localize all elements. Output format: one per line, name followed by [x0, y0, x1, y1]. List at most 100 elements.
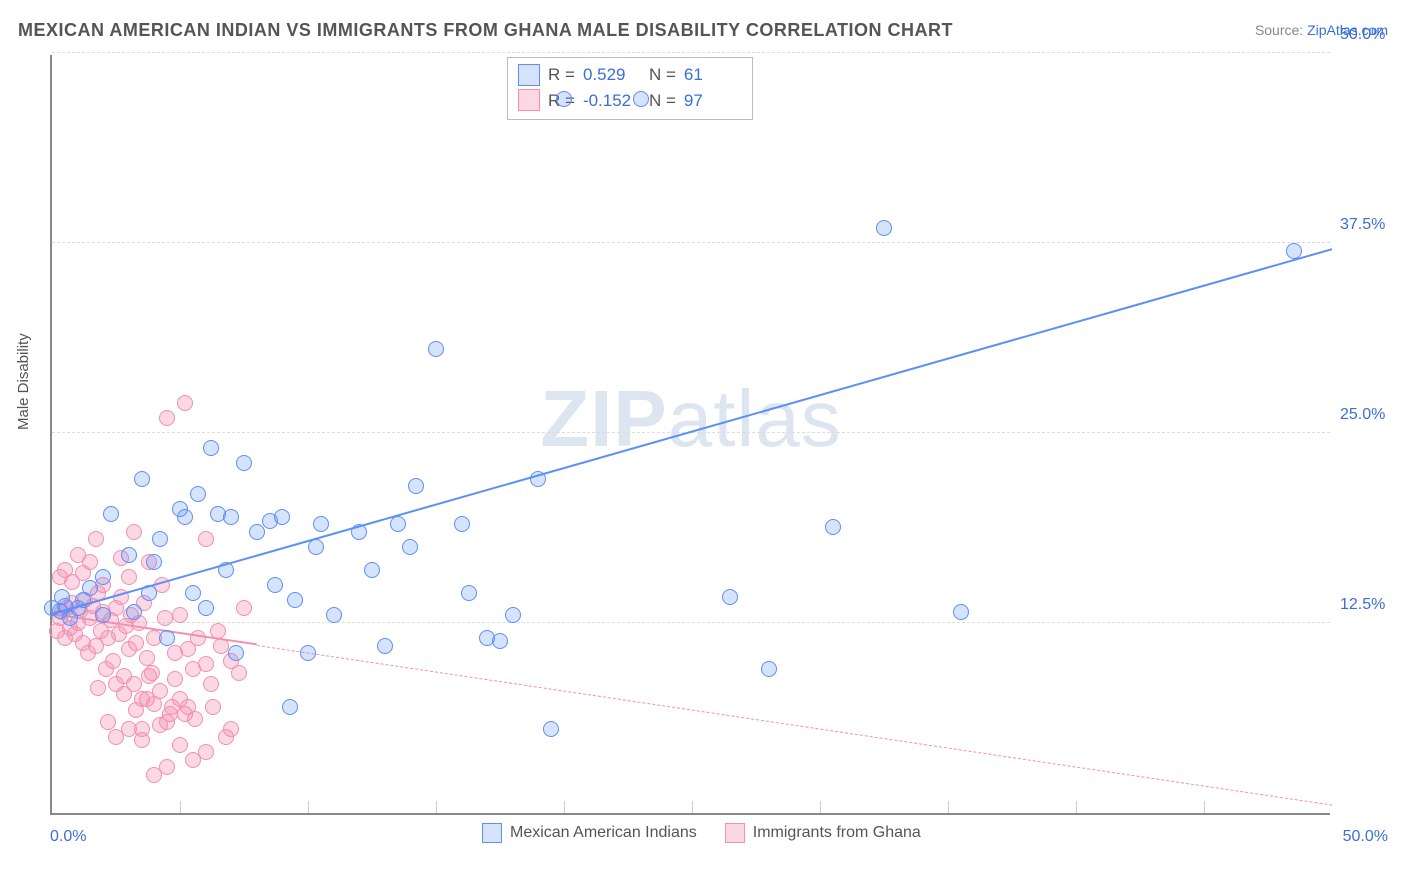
- data-point: [326, 607, 342, 623]
- y-tick-label: 12.5%: [1340, 596, 1400, 614]
- data-point: [82, 554, 98, 570]
- data-point: [177, 509, 193, 525]
- data-point: [105, 653, 121, 669]
- data-point: [198, 531, 214, 547]
- legend-item-0: Mexican American Indians: [482, 823, 697, 843]
- data-point: [126, 604, 142, 620]
- data-point: [146, 554, 162, 570]
- data-point: [228, 645, 244, 661]
- data-point: [203, 676, 219, 692]
- data-point: [492, 633, 508, 649]
- swatch-series-1: [518, 89, 540, 111]
- data-point: [408, 478, 424, 494]
- data-point: [203, 440, 219, 456]
- legend-label-0: Mexican American Indians: [510, 824, 697, 842]
- data-point: [722, 589, 738, 605]
- x-tick-0: 0.0%: [50, 828, 86, 846]
- data-point: [300, 645, 316, 661]
- data-point: [141, 668, 157, 684]
- x-minor-tick: [180, 801, 181, 813]
- data-point: [461, 585, 477, 601]
- data-point: [90, 680, 106, 696]
- data-point: [159, 410, 175, 426]
- y-tick-label: 37.5%: [1340, 216, 1400, 234]
- data-point: [198, 600, 214, 616]
- data-point: [152, 717, 168, 733]
- data-point: [95, 569, 111, 585]
- data-point: [876, 220, 892, 236]
- data-point: [134, 471, 150, 487]
- x-tick-1: 50.0%: [1343, 828, 1388, 846]
- data-point: [236, 455, 252, 471]
- data-point: [88, 531, 104, 547]
- data-point: [454, 516, 470, 532]
- legend-swatch-1: [725, 823, 745, 843]
- data-point: [402, 539, 418, 555]
- data-point: [95, 607, 111, 623]
- data-point: [177, 395, 193, 411]
- data-point: [103, 506, 119, 522]
- y-tick-label: 25.0%: [1340, 406, 1400, 424]
- legend-swatch-0: [482, 823, 502, 843]
- watermark: ZIPatlas: [540, 373, 841, 465]
- data-point: [190, 486, 206, 502]
- data-point: [121, 547, 137, 563]
- data-point: [231, 665, 247, 681]
- data-point: [953, 604, 969, 620]
- data-point: [134, 732, 150, 748]
- data-point: [167, 671, 183, 687]
- x-minor-tick: [1076, 801, 1077, 813]
- x-minor-tick: [564, 801, 565, 813]
- legend-item-1: Immigrants from Ghana: [725, 823, 921, 843]
- y-tick-label: 50.0%: [1340, 26, 1400, 44]
- data-point: [543, 721, 559, 737]
- x-minor-tick: [692, 801, 693, 813]
- data-point: [198, 656, 214, 672]
- data-point: [223, 721, 239, 737]
- gridline-h: [52, 622, 1330, 623]
- data-point: [825, 519, 841, 535]
- data-point: [364, 562, 380, 578]
- data-point: [205, 699, 221, 715]
- data-point: [1286, 243, 1302, 259]
- n-value-1: 97: [684, 88, 742, 114]
- data-point: [198, 744, 214, 760]
- x-minor-tick: [948, 801, 949, 813]
- data-point: [282, 699, 298, 715]
- data-point: [274, 509, 290, 525]
- gridline-h: [52, 52, 1330, 53]
- x-minor-tick: [308, 801, 309, 813]
- data-point: [54, 589, 70, 605]
- data-point: [172, 737, 188, 753]
- stats-row-1: R = -0.152 N = 97: [518, 88, 742, 114]
- data-point: [128, 635, 144, 651]
- data-point: [159, 759, 175, 775]
- data-point: [236, 600, 252, 616]
- data-point: [633, 91, 649, 107]
- n-label: N =: [649, 62, 676, 88]
- data-point: [139, 650, 155, 666]
- data-point: [267, 577, 283, 593]
- legend-label-1: Immigrants from Ghana: [753, 824, 921, 842]
- n-value-0: 61: [684, 62, 742, 88]
- data-point: [139, 691, 155, 707]
- data-point: [287, 592, 303, 608]
- stats-row-0: R = 0.529 N = 61: [518, 62, 742, 88]
- data-point: [177, 706, 193, 722]
- source-prefix: Source:: [1255, 22, 1307, 38]
- x-minor-tick: [1204, 801, 1205, 813]
- gridline-h: [52, 242, 1330, 243]
- chart-title: MEXICAN AMERICAN INDIAN VS IMMIGRANTS FR…: [18, 20, 953, 41]
- data-point: [185, 585, 201, 601]
- data-point: [157, 610, 173, 626]
- watermark-light: atlas: [668, 374, 842, 463]
- x-minor-tick: [436, 801, 437, 813]
- data-point: [505, 607, 521, 623]
- data-point: [159, 630, 175, 646]
- data-point: [556, 91, 572, 107]
- data-point: [428, 341, 444, 357]
- data-point: [100, 714, 116, 730]
- data-point: [390, 516, 406, 532]
- data-point: [761, 661, 777, 677]
- y-axis-label: Male Disability: [15, 333, 32, 430]
